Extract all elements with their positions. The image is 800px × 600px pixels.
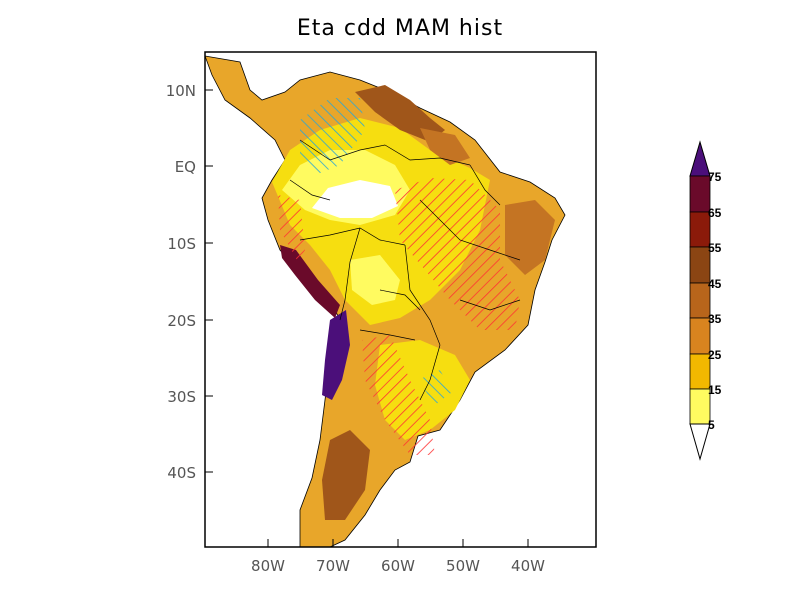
colorbar-over-arrow [689, 140, 711, 177]
lat-tick-label: 20S [167, 312, 196, 330]
colorbar-label: 35 [708, 312, 722, 326]
lon-axis: 80W 70W 60W 50W 40W [251, 539, 545, 575]
brown-zone-venezuela [355, 85, 445, 142]
lat-tick-label: 30S [167, 388, 196, 406]
pale-yellow-south [350, 255, 400, 305]
colorbar-label: 5 [708, 418, 715, 432]
lat-tick-label: 40S [167, 464, 196, 482]
map-frame [204, 51, 597, 548]
lon-tick-label: 60W [381, 557, 415, 575]
colorbar-segment [689, 317, 711, 355]
lat-axis: 10N EQ 10S 20S 30S 40S [166, 82, 213, 482]
red-hatch-argentina [362, 335, 435, 455]
colorbar-label: 25 [708, 348, 722, 362]
blue-hatch-uruguay [418, 370, 452, 405]
continent-layer [205, 55, 566, 547]
colorbar-segment [689, 282, 711, 319]
blue-hatch-colombia [300, 98, 365, 175]
colorbar-label: 45 [708, 277, 722, 291]
map-title: Eta cdd MAM hist [296, 16, 504, 41]
brown-zone-ne-brazil [505, 200, 555, 275]
red-hatch-peru [278, 195, 305, 262]
colorbar-under-arrow [689, 423, 711, 461]
colorbar-label: 75 [708, 170, 722, 184]
colorbar-segment [689, 353, 711, 390]
country-borders [289, 139, 521, 401]
colorbar-label: 65 [708, 206, 722, 220]
lon-tick-label: 40W [511, 557, 545, 575]
brown-zone-guianas [420, 128, 470, 165]
purple-zone-atacama [322, 310, 350, 400]
maroon-zone-peru [280, 245, 340, 318]
red-hatch-brazil [395, 178, 520, 330]
colorbar: 75 65 55 45 35 25 15 5 [689, 140, 722, 461]
colorbar-segment [689, 211, 711, 248]
lon-tick-label: 70W [316, 557, 350, 575]
lat-tick-label: EQ [175, 158, 196, 176]
brown-zone-patagonia [322, 430, 370, 520]
colorbar-label: 55 [708, 241, 722, 255]
colorbar-segment [689, 246, 711, 284]
lat-tick-label: 10N [166, 82, 196, 100]
lon-tick-label: 50W [446, 557, 480, 575]
colorbar-label: 15 [708, 383, 722, 397]
colorbar-segment [689, 388, 711, 425]
colorbar-segment [689, 175, 711, 213]
lat-tick-label: 10S [167, 235, 196, 253]
lon-tick-label: 80W [251, 557, 285, 575]
white-no-data-zone [312, 180, 398, 218]
